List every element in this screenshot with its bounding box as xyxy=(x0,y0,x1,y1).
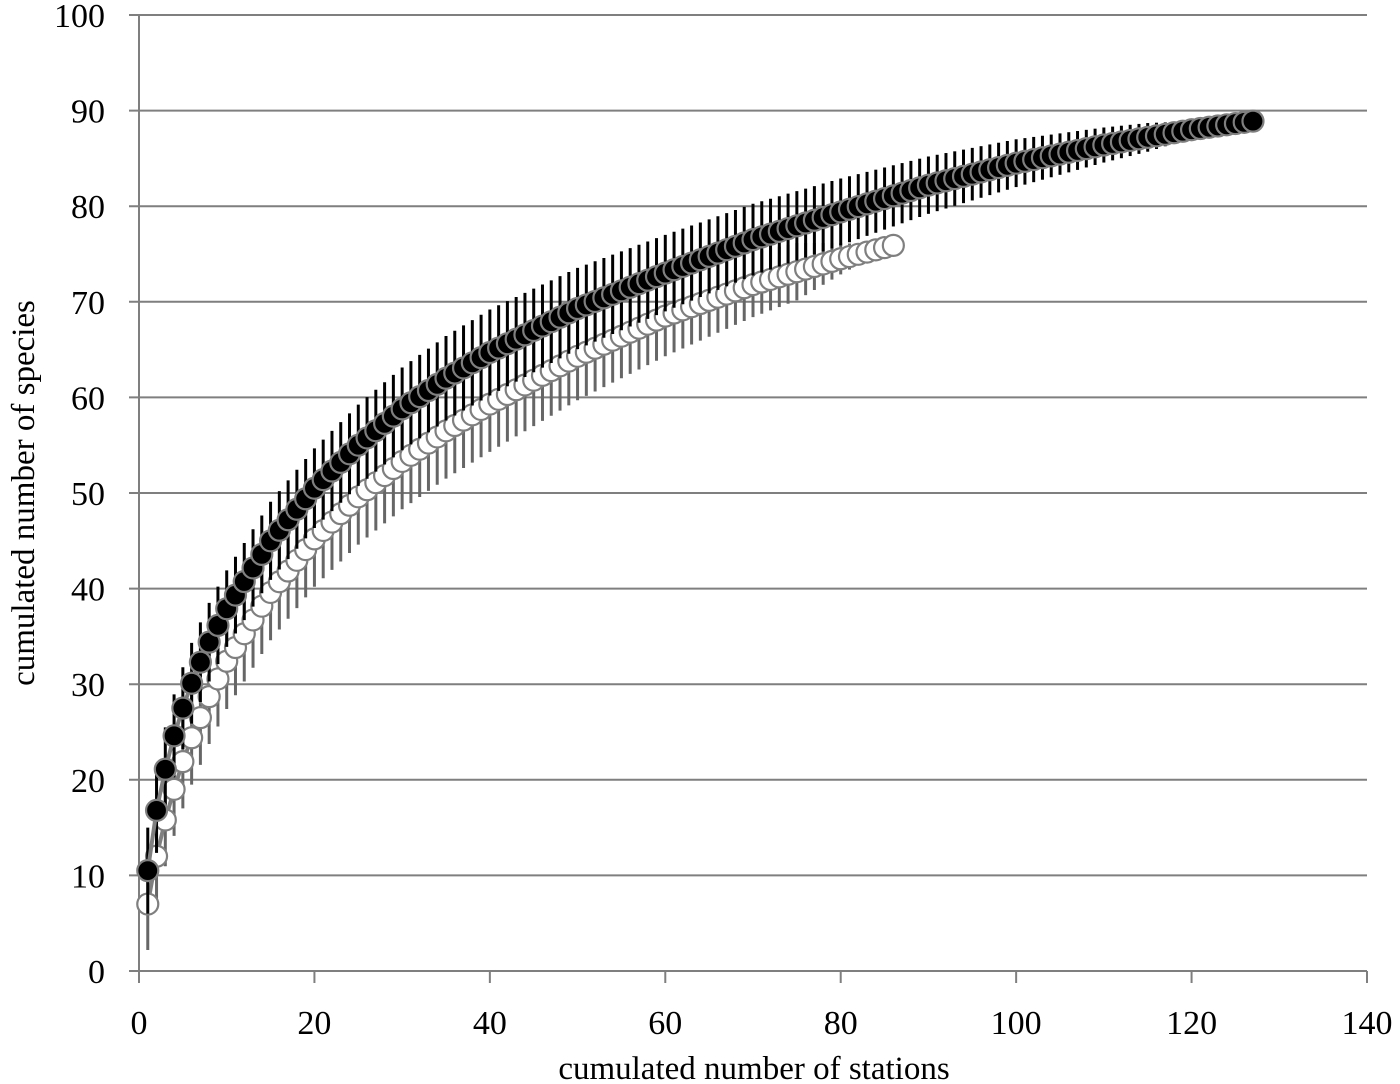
y-tick-label: 10 xyxy=(71,858,105,895)
markers xyxy=(136,233,905,916)
x-tick-label: 100 xyxy=(991,1005,1042,1042)
y-tick-label: 60 xyxy=(71,380,105,417)
y-tick-label: 20 xyxy=(71,763,105,800)
x-axis-tick-labels: 0 20 40 60 80 100 120 140 xyxy=(131,1005,1393,1042)
y-axis-tick-labels: 0 10 20 30 40 50 60 70 80 90 100 xyxy=(54,0,105,991)
x-tick-label: 60 xyxy=(648,1005,682,1042)
error-bars xyxy=(146,121,1246,914)
series-filled-circles xyxy=(136,109,1265,914)
y-axis-title: cumulated number of species xyxy=(6,300,42,686)
x-tick-label: 120 xyxy=(1166,1005,1217,1042)
y-tick-label: 0 xyxy=(88,954,105,991)
y-tick-label: 40 xyxy=(71,572,105,609)
axes xyxy=(138,15,1368,983)
series-open-circles xyxy=(136,233,905,950)
x-tick-label: 20 xyxy=(297,1005,331,1042)
y-tick-label: 90 xyxy=(71,94,105,131)
y-tick-label: 100 xyxy=(54,0,105,35)
x-tick-label: 140 xyxy=(1342,1005,1393,1042)
y-tick-label: 80 xyxy=(71,189,105,226)
y-tick-label: 50 xyxy=(71,476,105,513)
y-tick-label: 30 xyxy=(71,667,105,704)
x-tick-label: 0 xyxy=(131,1005,148,1042)
x-tick-label: 40 xyxy=(473,1005,507,1042)
x-axis-title: cumulated number of stations xyxy=(558,1051,949,1084)
x-tick-label: 80 xyxy=(824,1005,858,1042)
grid-lines xyxy=(129,14,1367,972)
markers xyxy=(136,109,1265,883)
y-tick-label: 70 xyxy=(71,285,105,322)
